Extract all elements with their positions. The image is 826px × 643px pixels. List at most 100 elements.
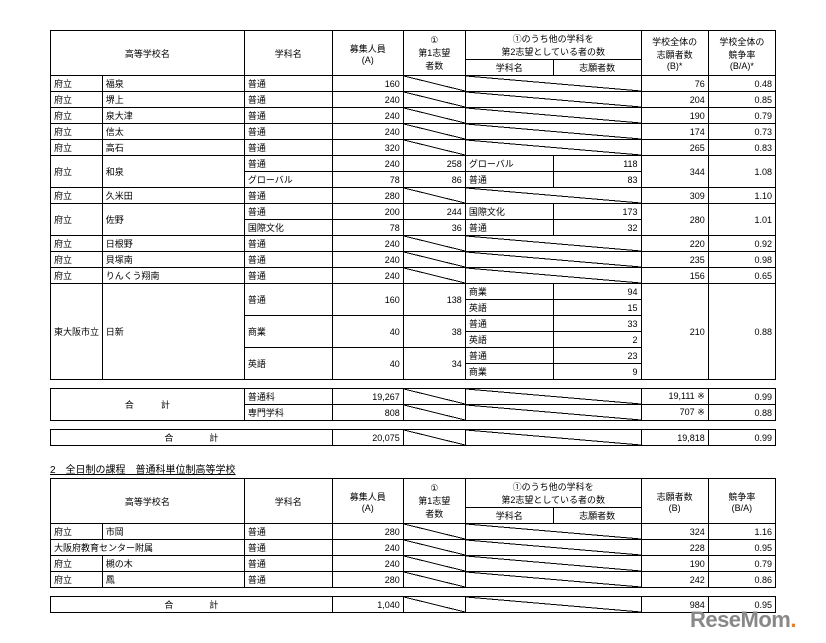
cell xyxy=(465,188,641,204)
cell: 0.88 xyxy=(708,284,775,380)
cell: グローバル xyxy=(244,172,332,188)
hdr-capacity: 募集人員 (A) xyxy=(332,31,403,76)
table-1-subtotal: 合 計 普通科 19,267 19,111 ※ 0.99 専門学科 808 70… xyxy=(50,388,776,421)
cell: 220 xyxy=(641,236,708,252)
cell: 235 xyxy=(641,252,708,268)
cell: 日新 xyxy=(102,284,244,380)
cell: 普通 xyxy=(244,236,332,252)
cell: 高石 xyxy=(102,140,244,156)
cell: 240 xyxy=(332,556,403,572)
cell xyxy=(403,92,465,108)
cell: 商業 xyxy=(465,284,553,300)
cell: 190 xyxy=(641,556,708,572)
cell xyxy=(465,556,641,572)
cell: 鳳 xyxy=(102,572,244,588)
cell: 265 xyxy=(641,140,708,156)
table-row: 府立佐野普通200244国際文化1732801.01 xyxy=(51,204,776,220)
cell: 240 xyxy=(332,92,403,108)
cell: 210 xyxy=(641,284,708,380)
cell xyxy=(403,76,465,92)
table-1-body: 府立福泉普通160760.48府立堺上普通2402040.85府立泉大津普通24… xyxy=(51,76,776,380)
cell: 309 xyxy=(641,188,708,204)
cell: 普通 xyxy=(244,572,332,588)
cell: 信太 xyxy=(102,124,244,140)
cell-diag xyxy=(465,597,641,613)
cell: 320 xyxy=(332,140,403,156)
hdr-second: ①のうち他の学科を 第2志望としている者の数 xyxy=(465,31,641,60)
cell: 23 xyxy=(553,348,641,364)
cell: 86 xyxy=(403,172,465,188)
hdr-first: ① 第1志望 者数 xyxy=(403,479,465,524)
cell: 76 xyxy=(641,76,708,92)
cell-diag xyxy=(465,389,641,405)
cell: 1.10 xyxy=(708,188,775,204)
cell: 府立 xyxy=(51,156,103,188)
cell: 普通 xyxy=(244,556,332,572)
cell: 0.86 xyxy=(708,572,775,588)
cell: 94 xyxy=(553,284,641,300)
cell: 佐野 xyxy=(102,204,244,236)
hdr-rate: 学校全体の 競争率 (B/A)* xyxy=(708,31,775,76)
cell: 堺上 xyxy=(102,92,244,108)
cell: 19,267 xyxy=(332,389,403,405)
hdr-dept: 学科名 xyxy=(244,479,332,524)
cell: 英語 xyxy=(244,348,332,380)
cell: 普通 xyxy=(244,268,332,284)
cell: 34 xyxy=(403,348,465,380)
table-row: 府立久米田普通2803091.10 xyxy=(51,188,776,204)
cell: 240 xyxy=(332,268,403,284)
cell: 商業 xyxy=(244,316,332,348)
cell: 府立 xyxy=(51,188,103,204)
cell xyxy=(465,524,641,540)
cell: 普通 xyxy=(244,124,332,140)
cell: 0.92 xyxy=(708,236,775,252)
cell: 190 xyxy=(641,108,708,124)
cell: 日根野 xyxy=(102,236,244,252)
cell: 0.99 xyxy=(708,430,775,446)
cell: 0.85 xyxy=(708,92,775,108)
cell: 0.79 xyxy=(708,108,775,124)
cell: 78 xyxy=(332,172,403,188)
cell: 府立 xyxy=(51,268,103,284)
cell: 東大阪市立 xyxy=(51,284,103,380)
cell: 府立 xyxy=(51,140,103,156)
cell: 0.98 xyxy=(708,252,775,268)
cell: りんくう翔南 xyxy=(102,268,244,284)
cell xyxy=(403,124,465,140)
cell: 228 xyxy=(641,540,708,556)
cell: 大阪府教育センター附属 xyxy=(51,540,245,556)
cell: 36 xyxy=(403,220,465,236)
subtotal-label: 合 計 xyxy=(51,389,245,421)
cell-diag xyxy=(465,430,641,446)
cell: 160 xyxy=(332,76,403,92)
cell: 普通 xyxy=(244,140,332,156)
cell: 240 xyxy=(332,124,403,140)
cell-diag xyxy=(403,405,465,421)
cell: 普通 xyxy=(244,92,332,108)
total-row: 合 計 1,040 984 0.95 xyxy=(51,597,776,613)
cell: 普通 xyxy=(244,156,332,172)
table-row: 府立堺上普通2402040.85 xyxy=(51,92,776,108)
cell-diag xyxy=(403,597,465,613)
cell: 160 xyxy=(332,284,403,316)
hdr-first: ① 第1志望 者数 xyxy=(403,31,465,76)
table-row: 府立市岡普通2803241.16 xyxy=(51,524,776,540)
cell xyxy=(465,236,641,252)
cell: 普通 xyxy=(244,76,332,92)
cell: 府立 xyxy=(51,92,103,108)
cell: 118 xyxy=(553,156,641,172)
cell: 20,075 xyxy=(332,430,403,446)
cell: 1,040 xyxy=(332,597,403,613)
cell: 9 xyxy=(553,364,641,380)
hdr-second-count: 志願者数 xyxy=(553,508,641,524)
cell: 280 xyxy=(641,204,708,236)
cell: 40 xyxy=(332,348,403,380)
cell: 普通 xyxy=(244,252,332,268)
cell xyxy=(403,188,465,204)
cell: 344 xyxy=(641,156,708,188)
cell: 240 xyxy=(332,108,403,124)
cell: 国際文化 xyxy=(244,220,332,236)
cell: 156 xyxy=(641,268,708,284)
table-1: 高等学校名 学科名 募集人員 (A) ① 第1志望 者数 ①のうち他の学科を 第… xyxy=(50,30,776,380)
page-container: 高等学校名 学科名 募集人員 (A) ① 第1志望 者数 ①のうち他の学科を 第… xyxy=(50,30,776,613)
